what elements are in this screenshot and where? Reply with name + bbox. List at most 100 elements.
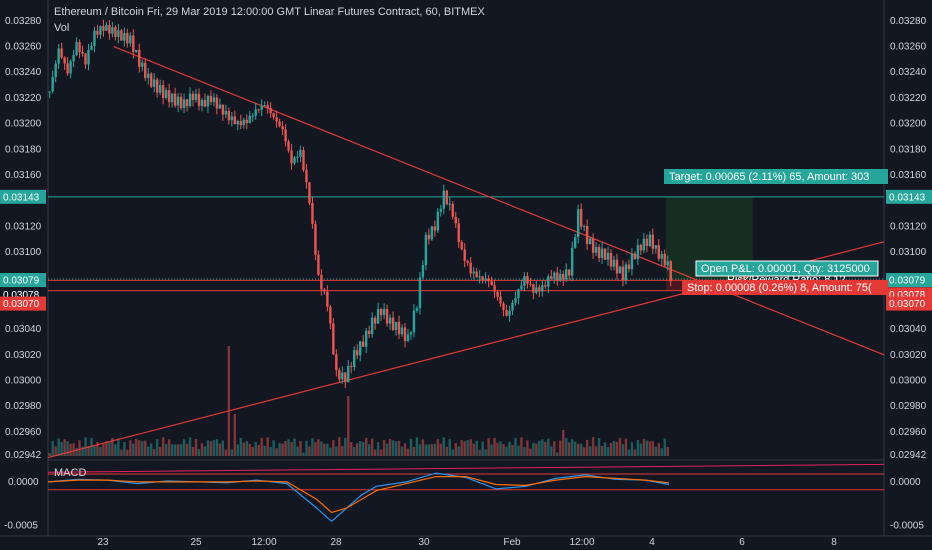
volume-bar: [188, 437, 192, 456]
volume-bar: [185, 443, 189, 456]
candle-body: [478, 276, 481, 278]
candle-body: [594, 247, 598, 253]
volume-bar: [382, 440, 386, 456]
candle-body: [173, 93, 177, 106]
candle-body: [379, 309, 383, 315]
volume-bar: [266, 437, 269, 456]
volume-bar: [96, 442, 99, 456]
candle-body: [526, 276, 529, 284]
candle-body: [550, 276, 553, 279]
y-tick-left: 0.03240: [5, 67, 42, 78]
volume-bar: [445, 446, 448, 456]
candle-body: [624, 264, 628, 281]
candle-body: [254, 109, 257, 116]
candle-body: [406, 334, 410, 341]
y-tick-right: 0.03040: [890, 324, 927, 335]
target-label-bg: [664, 169, 888, 184]
candle-body: [642, 238, 646, 251]
right-target-tag-bg: [886, 189, 932, 204]
candle-body: [266, 105, 269, 109]
candle-body: [150, 73, 153, 87]
volume-bar: [615, 441, 619, 456]
stop-label-bg: [682, 280, 888, 295]
candle-body: [338, 370, 341, 380]
y-tick-left: 0.03040: [5, 324, 42, 335]
macd-label: MACD: [54, 467, 87, 479]
volume-bar: [335, 446, 338, 456]
volume-bar: [111, 437, 114, 456]
x-tick: Feb: [503, 537, 521, 548]
candle-body: [654, 245, 657, 249]
candle-body: [385, 309, 389, 324]
x-tick: 12:00: [569, 537, 594, 548]
volume-bar: [618, 438, 622, 456]
volume-bar: [66, 441, 69, 456]
candle-body: [547, 276, 550, 287]
macd-trendline: [47, 463, 885, 473]
candle-body: [612, 259, 616, 267]
volume-bar: [126, 449, 129, 456]
candle-body: [102, 26, 105, 31]
volume-bar: [144, 440, 147, 456]
volume-bar: [284, 441, 287, 456]
volume-bar: [448, 439, 451, 456]
candle-body: [161, 85, 165, 98]
volume-bar: [87, 445, 90, 456]
volume-bar: [654, 446, 657, 456]
candle-body: [475, 271, 478, 278]
y-tick-left: 0.02980: [5, 401, 42, 412]
volume-bar: [305, 440, 308, 456]
volume-bar: [57, 438, 60, 456]
volume-bar: [394, 441, 398, 456]
candle-body: [81, 52, 84, 54]
candle-body: [332, 323, 335, 355]
candle-body: [627, 264, 631, 270]
candle-body: [388, 317, 392, 324]
y-tick-left: 0.02960: [5, 427, 42, 438]
y-tick-right: 0.03120: [890, 221, 927, 232]
candle-body: [657, 245, 660, 259]
volume-bar: [576, 443, 580, 456]
candle-body: [284, 129, 287, 142]
volume-bar: [484, 449, 487, 456]
volume-bar: [338, 437, 341, 456]
volume-bar: [541, 439, 544, 456]
volume-bar: [308, 446, 311, 456]
volume-bar: [326, 443, 329, 456]
volume-bar: [191, 446, 195, 456]
volume-bar: [529, 448, 532, 456]
volume-bar: [290, 441, 293, 456]
candle-body: [209, 95, 213, 102]
y-tick-left: 0.03220: [5, 93, 42, 104]
candle-body: [72, 55, 75, 62]
volume-bar: [123, 441, 126, 456]
candle-body: [111, 27, 114, 34]
candle-body: [562, 273, 565, 280]
macd-tick: -0.0005: [890, 521, 924, 532]
candle-body: [615, 259, 619, 274]
volume-bar: [350, 442, 353, 456]
volume-bar: [135, 438, 138, 456]
volume-bar: [150, 443, 153, 456]
candle-body: [117, 30, 120, 37]
candle-body: [565, 269, 568, 280]
x-tick: 25: [190, 537, 202, 548]
y-tick-left: 0.03100: [5, 247, 42, 258]
candle-body: [439, 208, 443, 212]
candle-body: [538, 287, 541, 292]
candle-body: [326, 291, 329, 307]
volume-bar: [84, 437, 87, 456]
volume-bar: [606, 446, 610, 456]
volume-bar: [209, 441, 213, 456]
volume-bar: [263, 445, 266, 456]
candle-body: [600, 248, 604, 258]
volume-bar: [278, 443, 281, 456]
volume-bar: [359, 441, 362, 456]
y-tick-left: 0.03260: [5, 42, 42, 53]
candle-body: [356, 350, 359, 356]
volume-bar: [562, 430, 565, 456]
volume-bar: [490, 444, 493, 456]
chart-title: Ethereum / Bitcoin Fri, 29 Mar 2019 12:0…: [54, 6, 485, 18]
candle-body: [287, 141, 290, 151]
